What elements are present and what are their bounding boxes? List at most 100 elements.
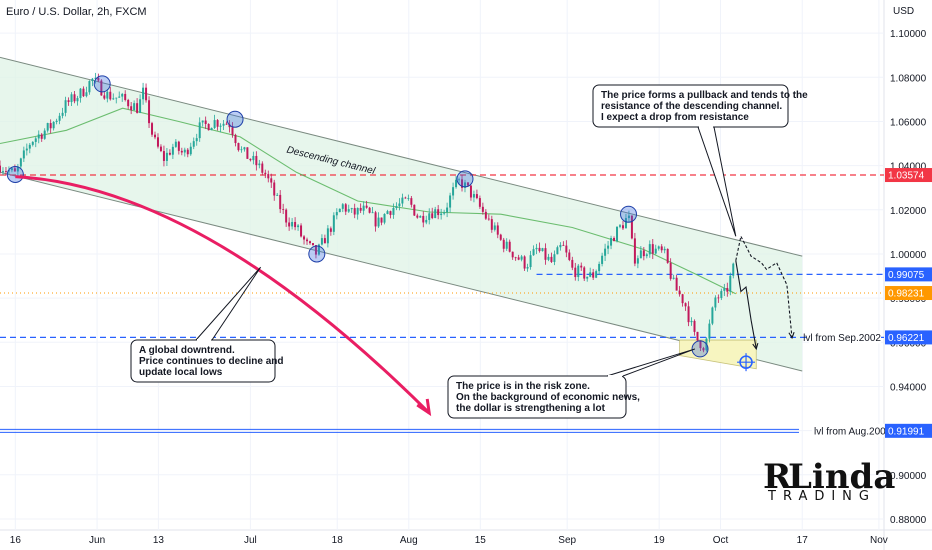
candle-body [571,259,574,268]
candle-body [595,271,598,278]
candle-body [618,225,621,227]
candle-body [243,147,246,150]
candle-body [350,208,353,210]
touch-point-marker [6,165,24,183]
candle-body [624,218,627,229]
level-note-bg [809,330,881,344]
candle-body [377,217,380,227]
touch-point-marker [226,110,244,128]
candle-body [475,194,478,199]
candle-body [70,94,73,103]
candle-body [320,238,323,245]
candle-body [28,144,31,149]
candle-body [428,213,431,220]
candle-body [186,149,189,155]
candle-body [246,147,249,159]
candle-body [207,123,210,131]
y-tick-label: 1.00000 [890,250,927,261]
candle-body [219,125,222,127]
horizontal-levels: lvl from Sep.2002 lvl from Aug.2001 [0,174,892,437]
candle-body [109,91,112,100]
candle-body [100,80,103,96]
candle-body [657,246,660,249]
callout-pointer [606,348,696,377]
x-tick-label: 18 [332,535,344,546]
brand-initial: R [763,457,792,497]
candle-body [338,208,341,213]
price-tag-label: 0.99075 [888,270,925,281]
candle-body [607,245,610,249]
candle-body [16,166,19,172]
y-tick-label: 0.94000 [890,382,927,393]
price-series [0,72,737,353]
brand-name: Linda [788,457,895,497]
candle-body [532,249,535,256]
candle-body [276,194,279,196]
candle-body [112,98,115,100]
candle-body [151,123,154,135]
candle-body [550,256,553,262]
candle-body [720,290,723,299]
candle-body [678,290,681,295]
candle-body [234,134,237,144]
price-tag [885,330,932,345]
candle-body [669,262,672,279]
candle-body [7,170,10,172]
candle-body [505,241,508,249]
candle-body [270,178,273,183]
downtrend-arrow [15,175,431,415]
callout-text-pullback: The price forms a pullback and tends to … [601,90,808,101]
x-tick-label: Aug [400,535,418,546]
candle-body [31,141,34,145]
candle-body [139,99,142,113]
candle-body [332,215,335,232]
callout-pointer [697,126,737,237]
candle-body [401,197,404,204]
candle-body [237,143,240,151]
candle-body [732,263,735,276]
level-note: lvl from Sep.2002 [803,333,881,344]
callout-text-risk-zone: The price is in the risk zone. [456,381,590,392]
candle-body [288,222,291,227]
callout-text-risk-zone: the dollar is strengthening a lot [456,403,606,414]
candle-body [717,297,720,299]
candle-body [383,213,386,223]
candle-body [598,263,601,272]
candle-body [82,88,85,97]
candle-body [645,254,648,257]
candle-body [592,272,595,278]
candle-body [148,100,151,124]
candle-body [58,115,61,121]
candle-body [577,265,580,278]
candle-body [121,93,124,97]
candle-body [463,182,466,188]
candle-body [627,215,630,219]
candle-body [547,256,550,260]
candle-body [285,209,288,223]
candle-body [466,182,469,186]
candle-body [314,245,317,255]
level-note: lvl from Aug.2001 [814,426,892,437]
candle-body [651,244,654,254]
candle-body [168,152,171,155]
callout-text-downtrend: Price continues to decline and [139,356,283,367]
y-tick-label: 0.88000 [890,515,927,526]
candle-body [413,204,416,216]
candle-body [407,198,410,199]
candle-body [559,244,562,248]
touch-point-marker [308,245,326,263]
candle-body [183,149,186,153]
price-tag-label: 0.98231 [888,289,925,300]
candle-body [115,97,118,99]
candle-body [729,275,732,292]
candle-body [4,171,7,172]
candle-body [353,208,356,215]
candle-body [85,92,88,97]
candle-body [317,244,320,255]
candle-body [156,137,159,147]
candle-body [604,248,607,256]
candle-body [19,158,22,167]
forecast-path [735,234,793,338]
candle-body [398,203,401,207]
